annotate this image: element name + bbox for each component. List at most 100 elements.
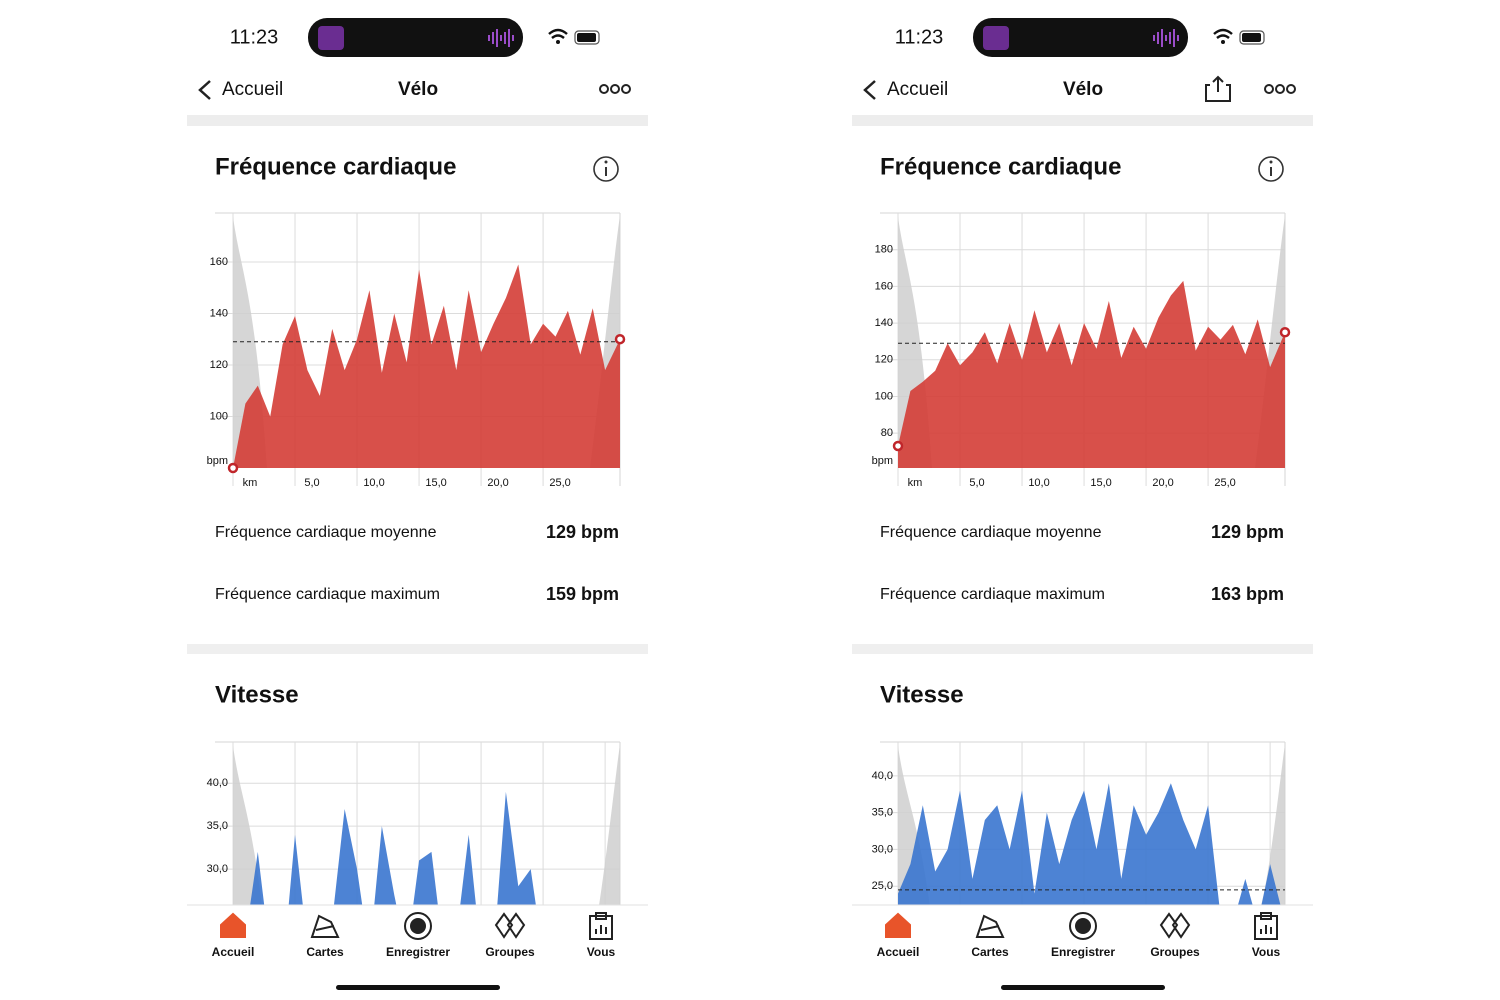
info-icon[interactable] — [593, 156, 619, 182]
section-divider — [852, 115, 1313, 126]
tab-icon[interactable] — [1254, 912, 1278, 940]
tab-icon[interactable] — [885, 912, 911, 938]
data-area — [898, 280, 1285, 468]
tab-label[interactable]: Groupes — [1150, 945, 1200, 959]
status-time: 11:23 — [230, 26, 279, 48]
y-tick-label: 160 — [875, 280, 893, 292]
tab-label[interactable]: Enregistrer — [1051, 945, 1115, 959]
section-title: Vitesse — [215, 681, 299, 708]
x-tick-label: 15,0 — [425, 477, 446, 489]
audio-bar — [1153, 35, 1155, 41]
tab-label[interactable]: Groupes — [485, 945, 535, 959]
section-title: Fréquence cardiaque — [215, 153, 456, 180]
more-dot[interactable] — [1275, 84, 1285, 94]
y-unit-label: bpm — [207, 455, 228, 467]
end-marker — [227, 462, 239, 474]
battery-fill — [577, 33, 596, 42]
y-tick-label: 35,0 — [207, 820, 228, 832]
wifi-dot — [1221, 40, 1225, 44]
x-tick-label: km — [243, 477, 258, 489]
y-tick-label: 100 — [210, 410, 228, 422]
stat-value: 159 bpm — [546, 584, 619, 604]
y-tick-label: 80 — [881, 427, 893, 439]
back-button[interactable]: Accueil — [222, 79, 283, 100]
audio-bar — [1173, 29, 1175, 47]
back-chevron[interactable] — [198, 80, 211, 100]
y-tick-label: 100 — [875, 390, 893, 402]
home-indicator — [336, 985, 500, 990]
audio-bar — [512, 35, 514, 41]
stat-label: Fréquence cardiaque moyenne — [215, 524, 437, 541]
share-icon[interactable] — [1205, 75, 1231, 102]
x-tick-label: 20,0 — [487, 477, 508, 489]
home-indicator — [1001, 985, 1165, 990]
tab-icon[interactable] — [220, 912, 246, 938]
tab-label[interactable]: Accueil — [877, 945, 920, 959]
x-tick-label: 25,0 — [1214, 477, 1235, 489]
y-tick-label: 30,0 — [872, 843, 893, 855]
tab-icon[interactable] — [1069, 912, 1097, 940]
tab-label[interactable]: Vous — [1252, 945, 1281, 959]
tab-label[interactable]: Enregistrer — [386, 945, 450, 959]
more-dot[interactable] — [599, 84, 609, 94]
y-tick-label: 120 — [875, 354, 893, 366]
x-tick-label: 5,0 — [969, 477, 984, 489]
phone-screen: 11:23 Accueil Vélo Fréquence cardiaque 80 100… — [852, 18, 1313, 1000]
y-tick-label: 140 — [210, 307, 228, 319]
audio-bar — [1161, 29, 1163, 47]
audio-bar — [508, 29, 510, 47]
tab-icon[interactable] — [404, 912, 432, 940]
tab-label[interactable]: Accueil — [212, 945, 255, 959]
audio-bar — [488, 35, 490, 41]
y-unit-label: bpm — [872, 455, 893, 467]
y-tick-label: 40,0 — [207, 777, 228, 789]
tab-icon[interactable] — [494, 912, 526, 939]
more-dot[interactable] — [1264, 84, 1274, 94]
back-chevron[interactable] — [863, 80, 876, 100]
end-marker — [892, 440, 904, 452]
section-title: Fréquence cardiaque — [880, 153, 1121, 180]
tab-icon[interactable] — [310, 914, 340, 938]
tab-icon[interactable] — [1159, 912, 1191, 939]
stat-label: Fréquence cardiaque moyenne — [880, 524, 1102, 541]
more-dot[interactable] — [621, 84, 631, 94]
nav-title: Vélo — [1063, 79, 1103, 100]
phone-screen: 11:23 Accueil Vélo Fréquence cardiaque 100 12… — [187, 18, 648, 1000]
tab-icon-dot — [410, 918, 426, 934]
audio-bar — [504, 32, 506, 44]
tab-label[interactable]: Vous — [587, 945, 616, 959]
audio-bar — [496, 29, 498, 47]
tab-label[interactable]: Cartes — [306, 945, 344, 959]
x-tick-label: 25,0 — [549, 477, 570, 489]
y-tick-label: 25,0 — [872, 880, 893, 892]
back-button[interactable]: Accueil — [887, 79, 948, 100]
section-divider — [187, 644, 648, 654]
y-tick-label: 30,0 — [207, 863, 228, 875]
x-tick-label: 5,0 — [304, 477, 319, 489]
x-tick-label: 15,0 — [1090, 477, 1111, 489]
more-dot[interactable] — [1286, 84, 1296, 94]
end-marker — [1279, 326, 1291, 338]
wifi-dot — [556, 40, 560, 44]
section-title: Vitesse — [880, 681, 964, 708]
tab-icon-dot — [1075, 918, 1091, 934]
stat-label: Fréquence cardiaque maximum — [215, 586, 440, 603]
tab-icon[interactable] — [975, 914, 1005, 938]
more-dot[interactable] — [610, 84, 620, 94]
stat-label: Fréquence cardiaque maximum — [880, 586, 1105, 603]
x-tick-label: 10,0 — [1028, 477, 1049, 489]
end-marker — [614, 333, 626, 345]
audio-bar — [1165, 35, 1167, 41]
info-icon[interactable] — [1258, 156, 1284, 182]
battery — [1239, 30, 1265, 45]
tab-icon[interactable] — [589, 912, 613, 940]
x-tick-label: 20,0 — [1152, 477, 1173, 489]
tab-label[interactable]: Cartes — [971, 945, 1009, 959]
now-playing-art — [983, 26, 1009, 50]
wifi-icon — [548, 28, 568, 40]
section-divider — [187, 115, 648, 126]
y-tick-label: 160 — [210, 256, 228, 268]
info-icon-dot — [604, 160, 608, 164]
